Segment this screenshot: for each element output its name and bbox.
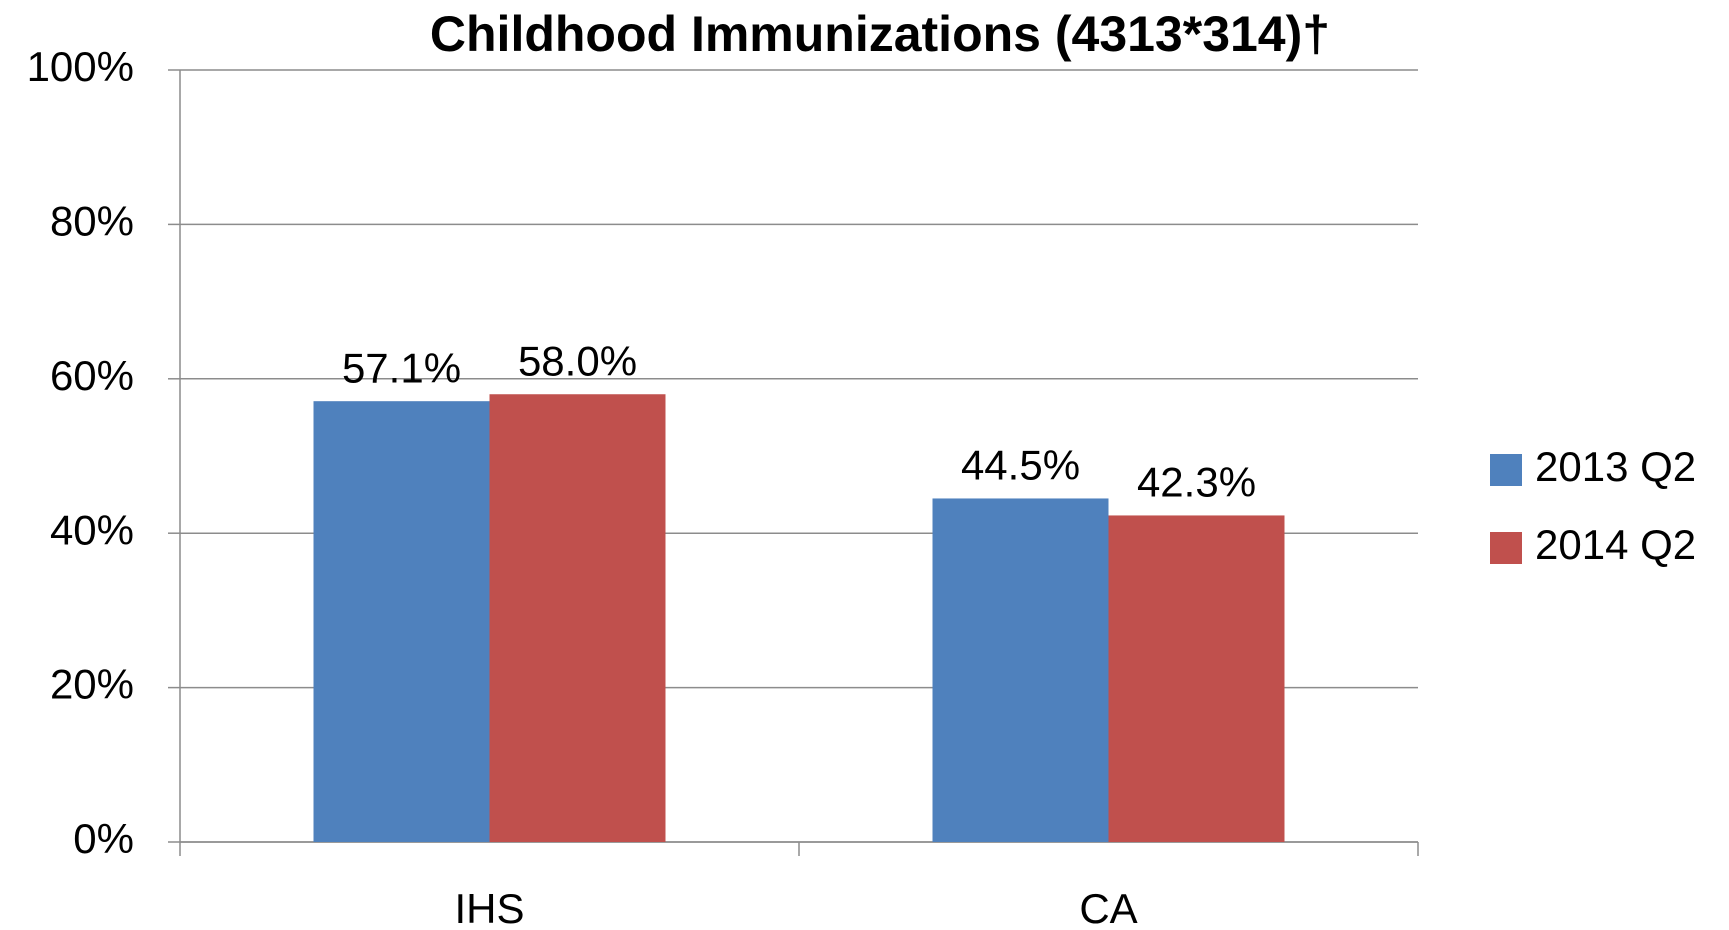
x-tick-label: CA bbox=[1079, 885, 1137, 930]
y-tick-label: 20% bbox=[50, 661, 134, 708]
legend-swatch bbox=[1490, 532, 1522, 564]
bar bbox=[489, 394, 666, 842]
y-tick-label: 80% bbox=[50, 197, 134, 244]
legend-label: 2013 Q2 bbox=[1535, 443, 1696, 490]
y-tick-label: 40% bbox=[50, 506, 134, 553]
chart-title: Childhood Immunizations (4313*314)† bbox=[430, 6, 1330, 62]
bar bbox=[932, 498, 1109, 842]
data-label: 57.1% bbox=[342, 344, 461, 391]
data-label: 42.3% bbox=[1137, 459, 1256, 506]
x-tick-label: IHS bbox=[454, 885, 524, 930]
data-label: 44.5% bbox=[961, 442, 1080, 489]
bar bbox=[1108, 515, 1285, 842]
data-label: 58.0% bbox=[518, 337, 637, 384]
y-tick-label: 100% bbox=[27, 43, 134, 90]
legend-label: 2014 Q2 bbox=[1535, 521, 1696, 568]
legend-swatch bbox=[1490, 454, 1522, 486]
y-tick-label: 0% bbox=[73, 815, 134, 862]
bar bbox=[313, 401, 490, 842]
y-tick-label: 60% bbox=[50, 352, 134, 399]
